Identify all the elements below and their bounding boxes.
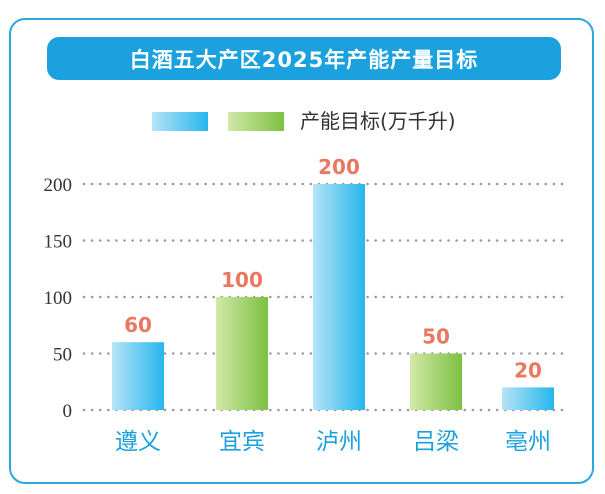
x-axis: 遵义 宜宾 泸州 吕梁 亳州 (115, 429, 551, 455)
y-tick-label: 150 (44, 232, 73, 253)
y-tick-label: 0 (63, 401, 73, 422)
y-tick-label: 100 (44, 288, 73, 309)
bar-宜宾 (216, 297, 268, 410)
x-tick-label: 遵义 (115, 429, 161, 455)
bar-遵义 (112, 342, 164, 410)
chart-title: 白酒五大产区2025年产能产量目标 (47, 37, 561, 80)
bar-泸州 (313, 184, 365, 410)
data-label: 20 (514, 358, 542, 382)
x-tick-label: 亳州 (505, 429, 551, 455)
chart-frame (9, 18, 594, 484)
data-label: 100 (221, 268, 263, 292)
bars: 60 100 200 50 20 (112, 155, 554, 410)
y-tick-label: 50 (53, 345, 72, 366)
grid-lines (82, 182, 568, 412)
bar-亳州 (502, 387, 554, 410)
x-tick-label: 吕梁 (413, 429, 459, 455)
bar-吕梁 (410, 353, 462, 410)
data-label: 200 (318, 155, 360, 179)
legend: 产能目标(万千升) (152, 109, 456, 133)
data-label: 50 (422, 325, 450, 349)
legend-swatch-blue (152, 112, 208, 131)
legend-swatch-green (228, 112, 284, 131)
data-label: 60 (124, 313, 152, 337)
y-axis: 0 50 100 150 200 (44, 175, 73, 422)
x-tick-label: 泸州 (316, 429, 362, 455)
y-tick-label: 200 (44, 175, 73, 196)
x-tick-label: 宜宾 (219, 429, 265, 455)
legend-label: 产能目标(万千升) (300, 109, 456, 133)
